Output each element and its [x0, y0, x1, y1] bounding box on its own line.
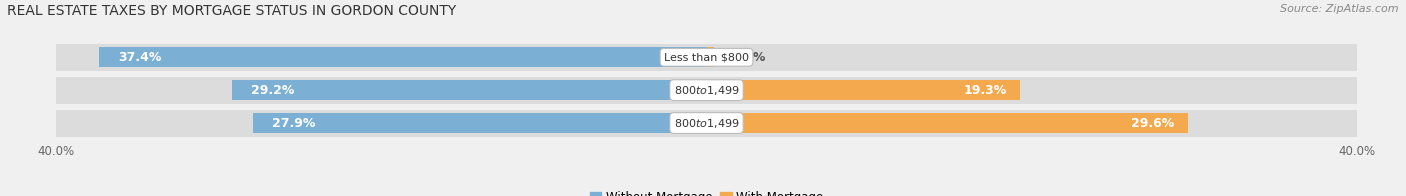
Bar	[56, 77, 1357, 104]
Text: 19.3%: 19.3%	[965, 84, 1007, 97]
Text: Less than $800: Less than $800	[664, 52, 749, 62]
Bar	[707, 47, 714, 67]
Text: Source: ZipAtlas.com: Source: ZipAtlas.com	[1281, 4, 1399, 14]
Text: 29.6%: 29.6%	[1132, 117, 1175, 130]
Text: 0.49%: 0.49%	[723, 51, 766, 64]
Bar	[98, 47, 707, 67]
Text: 27.9%: 27.9%	[273, 117, 316, 130]
Bar	[707, 113, 1188, 133]
Bar	[56, 110, 1357, 137]
Text: REAL ESTATE TAXES BY MORTGAGE STATUS IN GORDON COUNTY: REAL ESTATE TAXES BY MORTGAGE STATUS IN …	[7, 4, 457, 18]
Bar	[253, 113, 707, 133]
Bar	[56, 44, 1357, 71]
Text: $800 to $1,499: $800 to $1,499	[673, 84, 740, 97]
Bar	[707, 80, 1021, 100]
Text: 37.4%: 37.4%	[118, 51, 162, 64]
Text: 29.2%: 29.2%	[252, 84, 295, 97]
Legend: Without Mortgage, With Mortgage: Without Mortgage, With Mortgage	[585, 186, 828, 196]
Text: $800 to $1,499: $800 to $1,499	[673, 117, 740, 130]
Bar	[232, 80, 707, 100]
